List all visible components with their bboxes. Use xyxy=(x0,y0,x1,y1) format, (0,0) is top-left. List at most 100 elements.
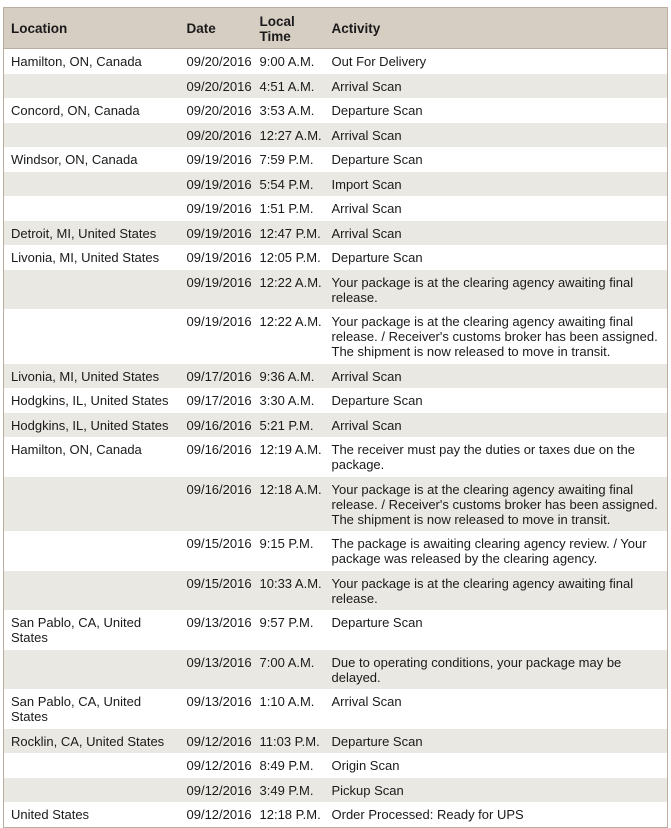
cell-date: 09/19/2016 xyxy=(186,314,252,329)
header-activity: Activity xyxy=(327,7,668,49)
cell-location: Livonia, MI, United States xyxy=(3,363,183,388)
cell-activity: Arrival Scan xyxy=(327,220,668,245)
table-row: 09/13/2016 7:00 A.M. Due to operating cond… xyxy=(3,649,668,689)
cell-time: 12:19 A.M. xyxy=(259,442,322,457)
cell-date: 09/16/2016 xyxy=(182,412,256,437)
cell-location: Rocklin, CA, United States xyxy=(3,728,183,753)
cell-activity: The package is awaiting clearing agency … xyxy=(331,536,647,566)
cell-date: 09/19/2016 xyxy=(186,250,252,265)
cell-location: Concord, ON, Canada xyxy=(11,103,140,118)
cell-activity: Import Scan xyxy=(327,171,668,196)
cell-date: 09/17/2016 xyxy=(182,363,256,388)
cell-date: 09/19/2016 xyxy=(182,220,256,245)
cell-date: 09/20/2016 xyxy=(182,73,256,98)
cell-time: 1:51 P.M. xyxy=(259,201,314,216)
cell-date: 09/13/2016 xyxy=(182,649,256,689)
cell-location xyxy=(4,196,183,221)
cell-time: 4:51 A.M. xyxy=(255,73,328,98)
cell-date: 09/12/2016 xyxy=(186,807,252,822)
cell-location xyxy=(4,309,183,364)
cell-location: Windsor, ON, Canada xyxy=(11,152,138,167)
cell-date: 09/19/2016 xyxy=(186,201,252,216)
table-row: Detroit, MI, United States 09/19/2016 12:4… xyxy=(3,220,668,245)
cell-activity: Your package is at the clearing agency a… xyxy=(331,314,658,359)
cell-time: 12:18 A.M. xyxy=(255,476,328,531)
table-row: 09/15/2016 9:15 P.M. The package is awaiti… xyxy=(4,531,668,571)
cell-date: 09/20/2016 xyxy=(182,122,256,147)
cell-activity: Due to operating conditions, your packag… xyxy=(327,649,668,689)
table-row: San Pablo, CA, United States 09/13/2016 9:… xyxy=(4,610,668,650)
cell-date: 09/16/2016 xyxy=(182,476,256,531)
cell-time: 12:05 P.M. xyxy=(259,250,321,265)
cell-date: 09/19/2016 xyxy=(182,269,256,309)
table-row: Hodgkins, IL, United States 09/16/2016 5:2… xyxy=(3,412,668,437)
table-row: Livonia, MI, United States 09/19/2016 12:0… xyxy=(4,245,668,270)
cell-activity: Departure Scan xyxy=(331,393,423,408)
cell-time: 12:22 A.M. xyxy=(255,269,328,309)
cell-activity: Order Processed: Ready for UPS xyxy=(331,807,524,822)
cell-time: 12:18 P.M. xyxy=(259,807,321,822)
cell-location xyxy=(3,269,183,309)
table-row: Hamilton, ON, Canada 09/16/2016 12:19 A.M.… xyxy=(4,437,668,477)
table-row: United States 09/12/2016 12:18 P.M. Order P… xyxy=(4,802,668,827)
cell-time: 3:49 P.M. xyxy=(255,777,328,802)
cell-location xyxy=(3,649,183,689)
cell-activity: Arrival Scan xyxy=(331,201,402,216)
cell-time: 12:27 A.M. xyxy=(255,122,328,147)
cell-location: Hodgkins, IL, United States xyxy=(3,412,183,437)
cell-activity: Arrival Scan xyxy=(331,694,402,709)
table-row: Rocklin, CA, United States 09/12/2016 11:0… xyxy=(3,728,668,753)
cell-date: 09/16/2016 xyxy=(186,442,252,457)
cell-location: Hodgkins, IL, United States xyxy=(11,393,169,408)
cell-location: San Pablo, CA, United States xyxy=(11,694,142,724)
table-row: 09/20/2016 4:51 A.M. Arrival Scan xyxy=(3,73,668,98)
table-row: Hodgkins, IL, United States 09/17/2016 3:3… xyxy=(4,388,668,413)
header-location: Location xyxy=(3,7,183,49)
cell-date: 09/17/2016 xyxy=(186,393,252,408)
table-row: Hamilton, ON, Canada 09/20/2016 9:00 A.M. O… xyxy=(4,49,668,74)
table-row: 09/15/2016 10:33 A.M. Your package is at t… xyxy=(3,570,668,610)
cell-location xyxy=(3,570,183,610)
cell-activity: Arrival Scan xyxy=(327,363,668,388)
cell-time: 7:59 P.M. xyxy=(259,152,314,167)
cell-time: 9:00 A.M. xyxy=(259,54,315,69)
cell-activity: Departure Scan xyxy=(327,728,668,753)
cell-date: 09/20/2016 xyxy=(186,54,252,69)
table-row: 09/20/2016 12:27 A.M. Arrival Scan xyxy=(3,122,668,147)
table-header-row: Location Date Local Time Activity xyxy=(3,7,668,49)
cell-activity: Departure Scan xyxy=(331,103,423,118)
cell-time: 10:33 A.M. xyxy=(255,570,328,610)
cell-time: 11:03 P.M. xyxy=(255,728,328,753)
cell-time: 3:53 A.M. xyxy=(259,103,315,118)
cell-date: 09/12/2016 xyxy=(186,758,252,773)
cell-location: San Pablo, CA, United States xyxy=(11,615,142,645)
table-row: Concord, ON, Canada 09/20/2016 3:53 A.M. De… xyxy=(4,98,668,123)
cell-location xyxy=(3,171,183,196)
table-row: 09/19/2016 5:54 P.M. Import Scan xyxy=(3,171,668,196)
table-row: 09/19/2016 12:22 A.M. Your package is at t… xyxy=(3,269,668,309)
table-row: 09/19/2016 1:51 P.M. Arrival Scan xyxy=(4,196,668,221)
table-row: Livonia, MI, United States 09/17/2016 9:36… xyxy=(3,363,668,388)
cell-time: 5:54 P.M. xyxy=(255,171,328,196)
cell-activity: Pickup Scan xyxy=(327,777,668,802)
cell-time: 5:21 P.M. xyxy=(255,412,328,437)
cell-date: 09/13/2016 xyxy=(186,694,252,709)
cell-location: United States xyxy=(11,807,90,822)
cell-time: 1:10 A.M. xyxy=(259,694,315,709)
tracking-history-table: Location Date Local Time Activity Hamilt… xyxy=(3,7,668,828)
cell-location xyxy=(3,122,183,147)
cell-time: 9:15 P.M. xyxy=(259,536,314,551)
cell-location xyxy=(3,73,183,98)
header-date: Date xyxy=(182,7,256,49)
table-row: 09/16/2016 12:18 A.M. Your package is at t… xyxy=(3,476,668,531)
cell-time: 8:49 P.M. xyxy=(259,758,314,773)
cell-activity: Your package is at the clearing agency a… xyxy=(327,570,668,610)
cell-time: 12:47 P.M. xyxy=(255,220,328,245)
table-row: 09/12/2016 3:49 P.M. Pickup Scan xyxy=(3,777,668,802)
cell-date: 09/15/2016 xyxy=(182,570,256,610)
cell-date: 09/15/2016 xyxy=(186,536,252,551)
cell-time: 12:22 A.M. xyxy=(259,314,322,329)
cell-location: Detroit, MI, United States xyxy=(3,220,183,245)
cell-location xyxy=(4,531,183,571)
cell-time: 9:36 A.M. xyxy=(255,363,328,388)
